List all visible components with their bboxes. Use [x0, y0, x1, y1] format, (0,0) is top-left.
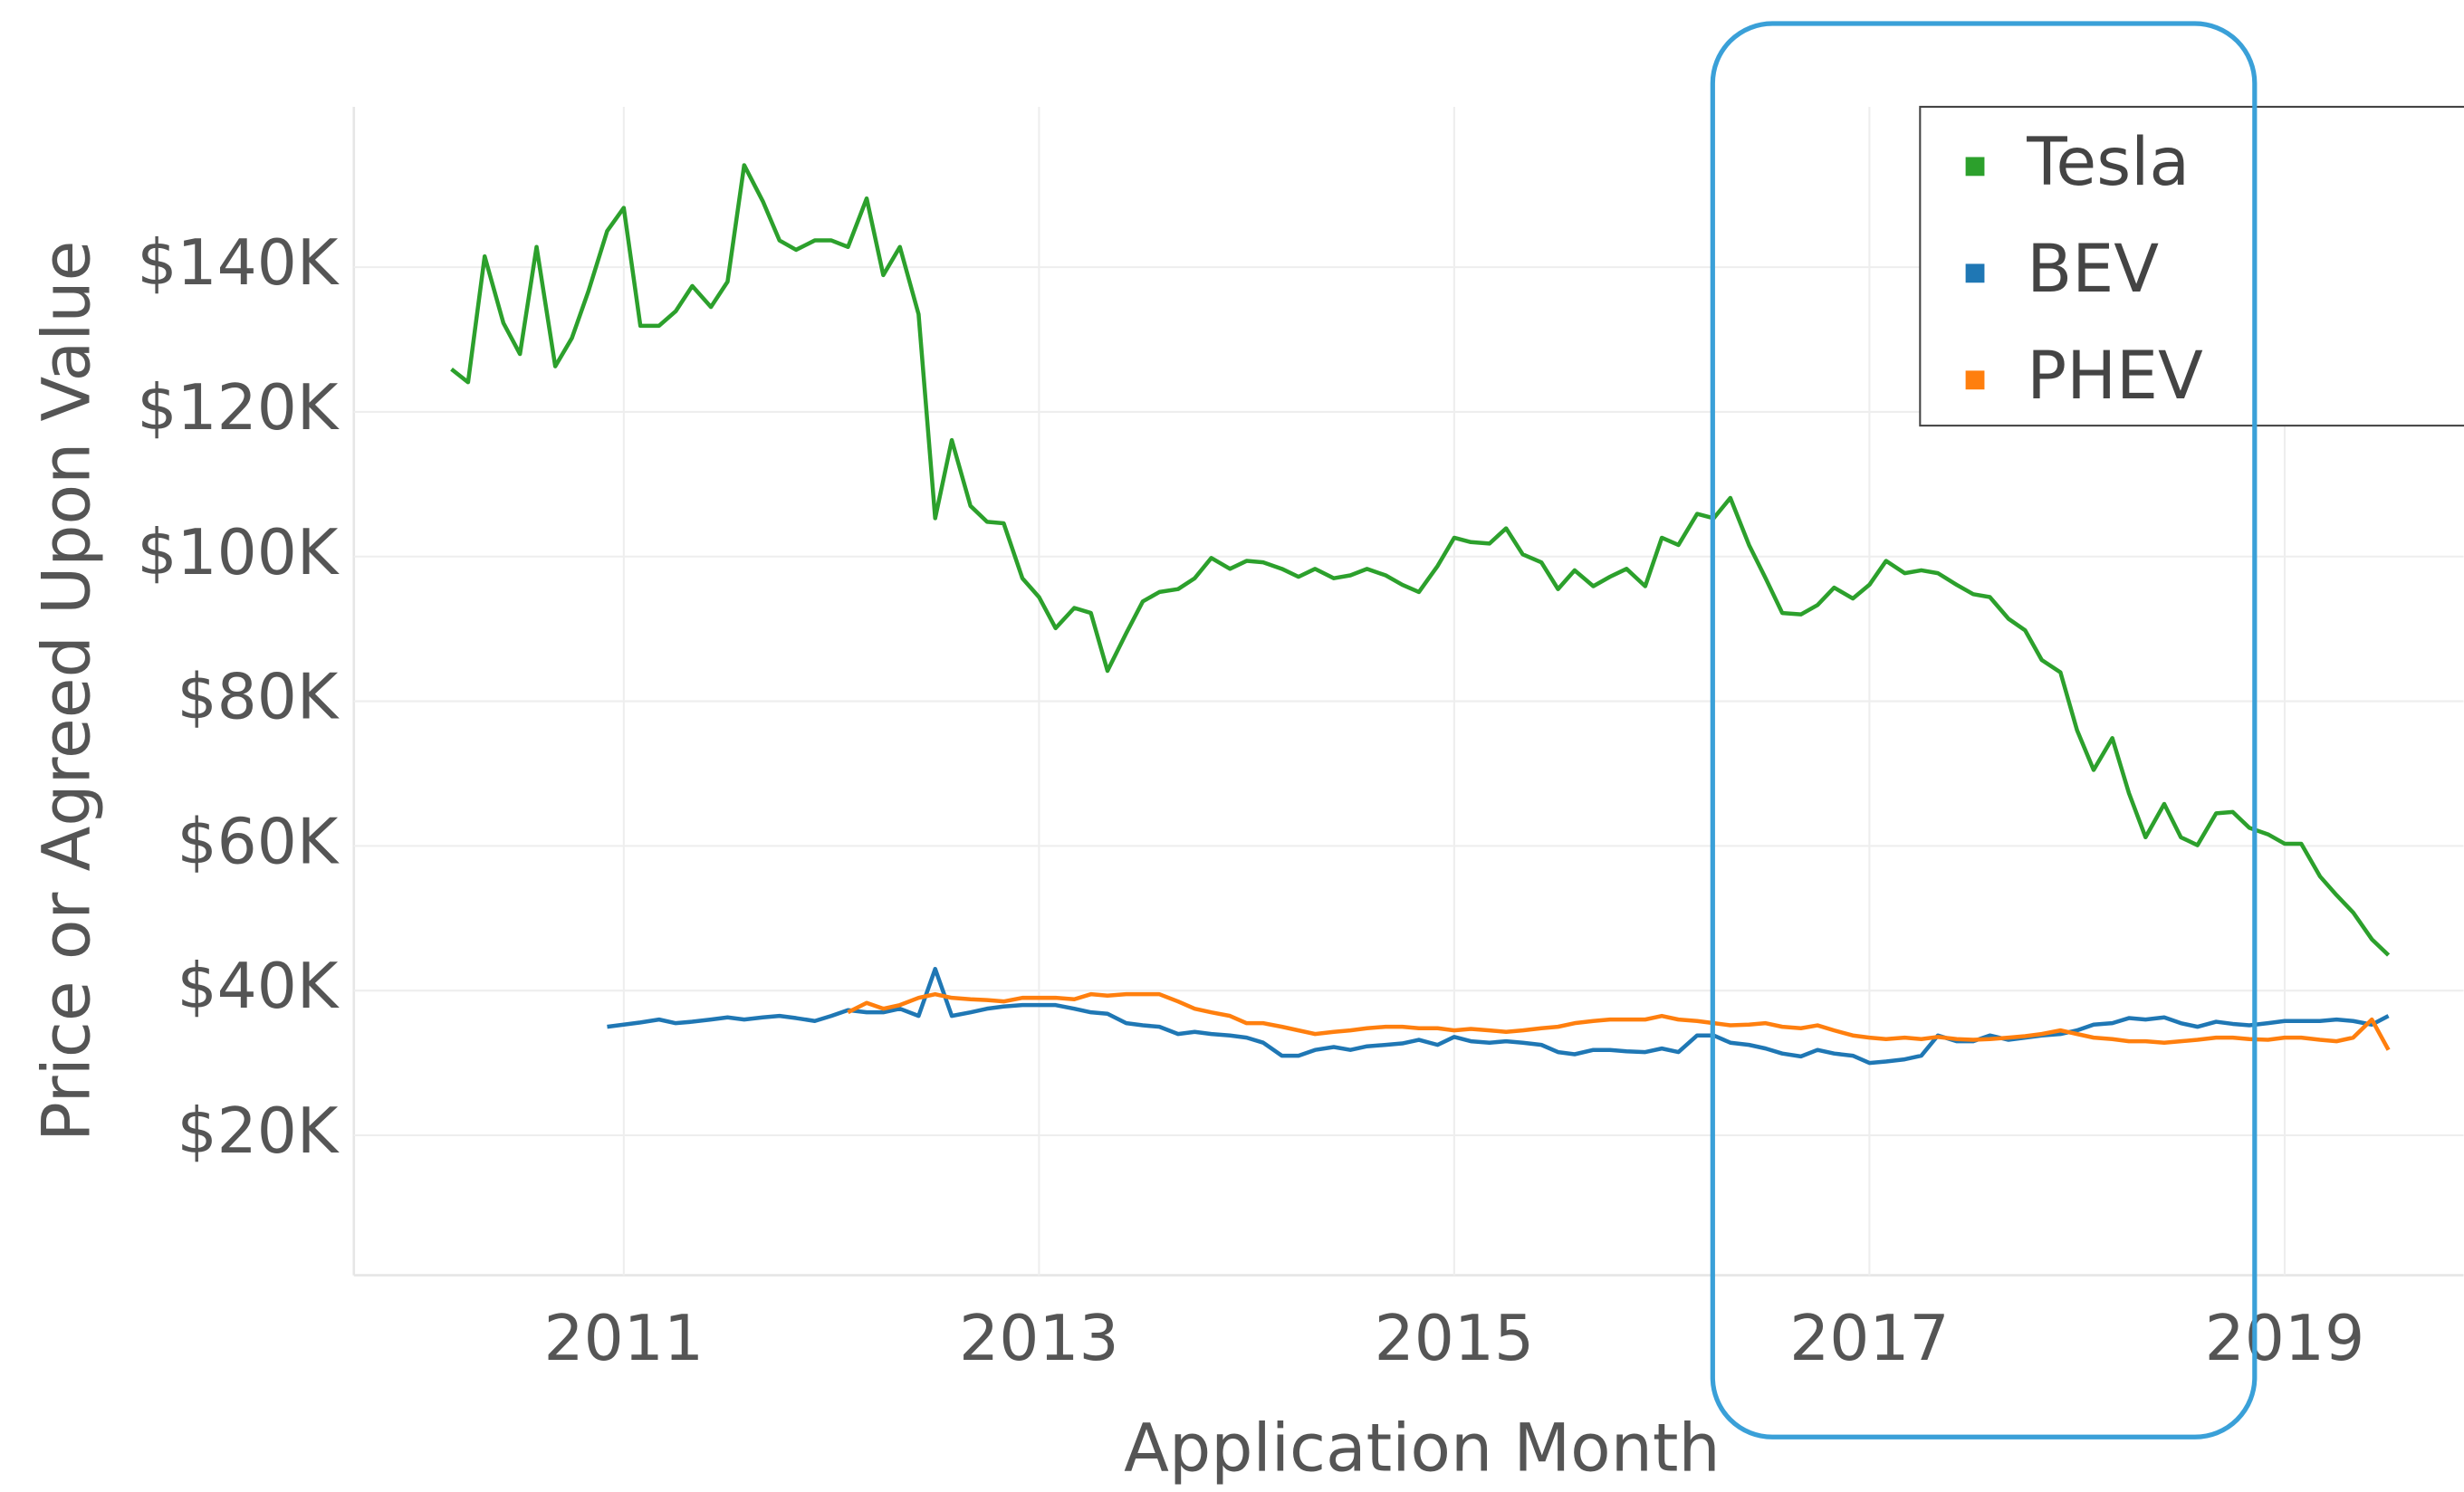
legend-box [1919, 105, 2464, 427]
x-tick-label: 2013 [959, 1303, 1119, 1375]
x-tick-label: 2011 [544, 1303, 705, 1375]
y-tick-label: $120K [137, 372, 340, 445]
y-tick-label: $40K [177, 951, 340, 1023]
highlight-box [1710, 21, 2258, 1439]
y-tick-label: $140K [137, 227, 340, 300]
legend-label: BEV [2027, 231, 2159, 308]
legend: Tesla BEV PHEV [1919, 105, 2464, 427]
y-tick-label: $80K [177, 662, 340, 734]
y-tick-label: $60K [177, 806, 340, 878]
x-tick-label: 2015 [1375, 1303, 1535, 1375]
series-line [607, 966, 2390, 1066]
legend-swatch [1965, 157, 1985, 177]
legend-label: Tesla [2026, 124, 2190, 201]
legend-swatch [1965, 370, 1985, 390]
series-line [847, 991, 2391, 1051]
x-tick-label: 2019 [2205, 1303, 2365, 1375]
series-line [450, 163, 2391, 957]
legend-swatch [1965, 263, 1985, 283]
y-axis-title: Price or Agreed Upon Value [29, 241, 106, 1142]
x-axis-title: Application Month [1124, 1411, 1720, 1487]
legend-label: PHEV [2027, 338, 2203, 415]
y-tick-label: $20K [177, 1095, 340, 1168]
y-tick-label: $100K [137, 517, 340, 589]
x-tick-label: 2017 [1789, 1303, 1950, 1375]
